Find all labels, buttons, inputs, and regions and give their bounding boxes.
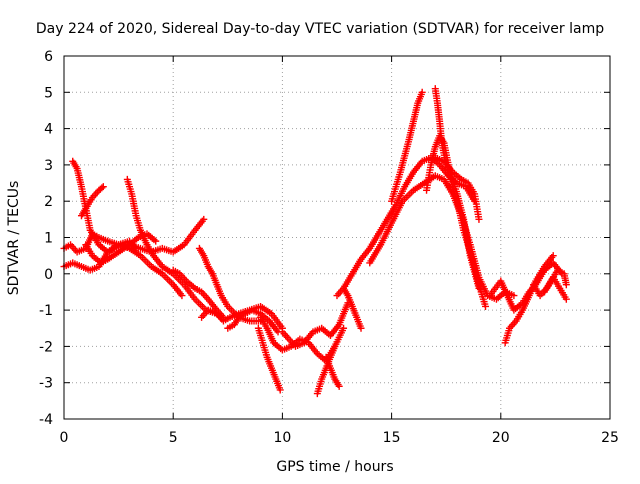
plus-marker — [200, 215, 208, 223]
data-marks — [60, 85, 570, 398]
y-tick-label: 1 — [44, 231, 53, 247]
plus-marker — [152, 237, 160, 245]
plus-marker — [331, 342, 339, 350]
grid — [64, 56, 610, 419]
x-tick-label: 20 — [492, 430, 510, 446]
series-arc-22 — [431, 154, 483, 223]
series-arc-15 — [322, 353, 343, 390]
x-tick-label: 0 — [60, 430, 69, 446]
x-tick-label: 10 — [273, 430, 291, 446]
y-tick-label: 0 — [44, 267, 53, 283]
y-tick-label: 5 — [44, 85, 53, 101]
plus-marker — [418, 88, 426, 96]
plus-marker — [98, 184, 106, 192]
series-arc-13 — [278, 299, 352, 350]
series-arc-4 — [77, 183, 107, 220]
plus-marker — [276, 386, 284, 394]
plus-marker — [562, 281, 570, 289]
series-arc-24 — [501, 252, 557, 347]
y-tick-label: -4 — [39, 412, 53, 428]
y-tick-label: -1 — [39, 303, 53, 319]
y-tick-label: 6 — [44, 49, 53, 65]
y-tick-label: 4 — [44, 122, 53, 138]
series-arc-3 — [69, 157, 186, 300]
y-axis-label: SDTVAR / TECUs — [6, 181, 22, 296]
plus-marker — [99, 183, 107, 191]
series-arc-21 — [431, 85, 490, 310]
series-arc-8 — [195, 244, 265, 325]
plus-marker — [475, 215, 483, 223]
plus-marker — [562, 295, 570, 303]
x-tick-label: 5 — [169, 430, 178, 446]
x-tick-label: 15 — [383, 430, 401, 446]
x-tick-label: 25 — [601, 430, 619, 446]
plus-marker — [178, 292, 186, 300]
plus-marker — [482, 302, 490, 310]
plus-marker — [510, 292, 518, 300]
series-arc-18 — [366, 172, 518, 303]
plus-marker — [549, 252, 557, 260]
y-tick-label: 3 — [44, 158, 53, 174]
series-arc-26 — [540, 266, 570, 296]
y-tick-label: 2 — [44, 194, 53, 210]
y-tick-label: -3 — [39, 376, 53, 392]
series-arc-16 — [333, 284, 365, 332]
chart-title: Day 224 of 2020, Sidereal Day-to-day VTE… — [36, 21, 604, 37]
series-arc-19 — [388, 88, 426, 205]
series-arc-10 — [224, 306, 282, 336]
plus-marker — [340, 324, 348, 332]
y-tick-label: -2 — [39, 339, 53, 355]
x-axis-label: GPS time / hours — [276, 459, 393, 475]
plus-marker — [335, 382, 343, 390]
axis-ticks: 0 5 10 15 20 25 -4 -3 -2 -1 0 1 2 3 4 5 6 — [39, 49, 619, 446]
series-arc-11 — [254, 324, 284, 394]
plus-marker — [357, 324, 365, 332]
